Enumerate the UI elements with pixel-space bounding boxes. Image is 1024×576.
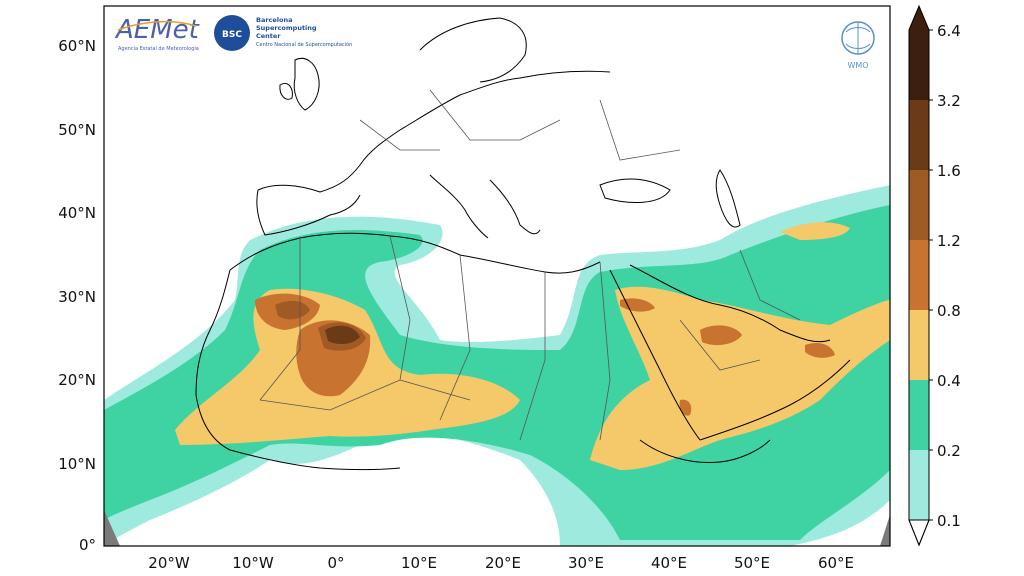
svg-text:BSC: BSC — [222, 30, 242, 40]
wmo-logo: WMO — [841, 21, 875, 70]
svg-text:Agencia Estatal de Meteorologí: Agencia Estatal de Meteorología — [118, 45, 199, 52]
lat-tick: 0° — [79, 536, 96, 554]
lat-tick: 20°N — [58, 371, 96, 389]
colorbar-segment — [909, 310, 929, 380]
latitude-axis: 60°N 50°N 40°N 30°N 20°N 10°N 0° — [58, 37, 96, 554]
colorbar-segment — [909, 380, 929, 450]
longitude-axis: 20°W 10°W 0° 10°E 20°E 30°E 40°E 50°E 60… — [148, 554, 854, 572]
lon-tick: 0° — [327, 554, 344, 572]
svg-text:Center: Center — [256, 32, 281, 40]
lon-tick: 20°W — [148, 554, 190, 572]
lat-tick: 40°N — [58, 204, 96, 222]
colorbar-label: 0.4 — [937, 372, 961, 390]
lon-tick: 50°E — [734, 554, 770, 572]
colorbar-segment — [909, 170, 929, 240]
lat-tick: 10°N — [58, 455, 96, 473]
svg-text:AEMet: AEMet — [114, 15, 200, 45]
colorbar-segment — [909, 100, 929, 170]
nodata-corner-right — [880, 515, 890, 546]
svg-text:Centro Nacional de Supercomput: Centro Nacional de Supercomputación — [256, 41, 352, 48]
lat-tick: 30°N — [58, 288, 96, 306]
lon-tick: 10°E — [401, 554, 437, 572]
colorbar: 6.4 3.2 1.6 1.2 0.8 0.4 0.2 0.1 — [908, 4, 961, 547]
nodata-corner-left — [104, 510, 120, 546]
colorbar-segment — [909, 240, 929, 310]
svg-text:Barcelona: Barcelona — [256, 16, 293, 24]
colorbar-label: 6.4 — [937, 22, 961, 40]
country-borders — [259, 89, 801, 441]
map-frame — [103, 5, 891, 547]
svg-text:WMO: WMO — [847, 61, 868, 70]
dust-concentration-field — [104, 185, 890, 546]
lon-tick: 30°E — [568, 554, 604, 572]
colorbar-segment — [909, 30, 929, 100]
lon-tick: 20°E — [485, 554, 521, 572]
colorbar-label: 1.6 — [937, 162, 961, 180]
colorbar-label: 0.1 — [937, 512, 961, 530]
colorbar-segment — [909, 450, 929, 520]
colorbar-label: 1.2 — [937, 232, 961, 250]
lon-tick: 60°E — [818, 554, 854, 572]
bsc-badge-icon — [214, 15, 250, 51]
lat-tick: 60°N — [58, 37, 96, 55]
colorbar-bottom-arrow — [908, 519, 930, 547]
colorbar-label: 0.2 — [937, 442, 961, 460]
colorbar-label: 0.8 — [937, 302, 961, 320]
svg-text:Supercomputing: Supercomputing — [256, 24, 317, 32]
lon-tick: 10°W — [232, 554, 274, 572]
colorbar-label: 3.2 — [937, 92, 961, 110]
colorbar-top-arrow — [909, 6, 929, 30]
lon-tick: 40°E — [651, 554, 687, 572]
bsc-logo: BSC Barcelona Supercomputing Center Cent… — [214, 15, 352, 51]
aemet-logo: AEMet Agencia Estatal de Meteorología — [114, 15, 200, 52]
lat-tick: 50°N — [58, 121, 96, 139]
